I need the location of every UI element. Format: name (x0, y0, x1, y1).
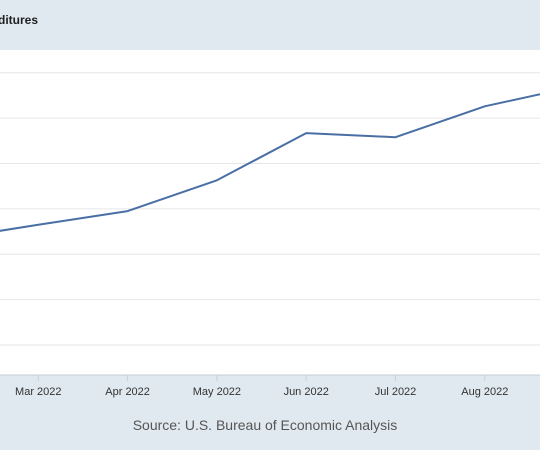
line-chart: Mar 2022 Apr 2022 May 2022 Jun 2022 Jul 2022… (0, 72, 540, 398)
data-point[interactable] (124, 207, 132, 215)
chart-title: ditures (0, 13, 39, 27)
chart-header: ditures (0, 0, 540, 50)
x-tick-label: Jun 2022 (284, 386, 329, 398)
data-point[interactable] (34, 221, 42, 229)
source-note: Source: U.S. Bureau of Economic Analysis (132, 417, 398, 433)
data-point[interactable] (392, 133, 400, 141)
x-tick-label: Mar 2022 (15, 386, 61, 398)
x-tick-label: Aug 2022 (461, 386, 508, 398)
x-tick-label: Jul 2022 (375, 386, 417, 398)
series-line[interactable] (0, 87, 540, 239)
data-point[interactable] (481, 102, 489, 110)
plot-area (0, 50, 540, 375)
data-point[interactable] (302, 129, 310, 137)
x-tick-label: Apr 2022 (105, 386, 150, 398)
x-tick-label: May 2022 (193, 386, 241, 398)
data-point[interactable] (213, 176, 221, 184)
